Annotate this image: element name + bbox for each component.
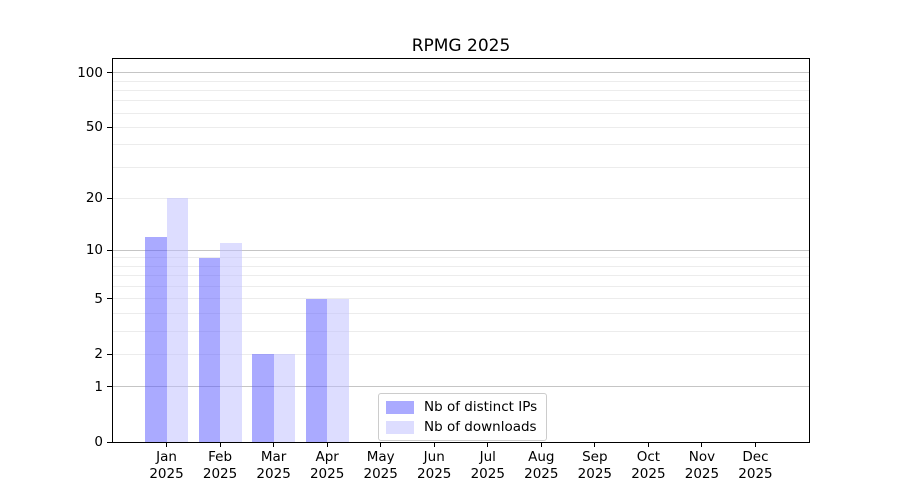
legend-row: Nb of distinct IPs <box>386 398 537 416</box>
y-tick-mark <box>107 298 112 300</box>
gridline-major <box>113 249 809 251</box>
x-tick-label: Mar 2025 <box>256 449 291 482</box>
bar-downloads <box>166 198 189 442</box>
y-tick-mark <box>107 72 112 74</box>
x-tick-mark <box>326 443 328 447</box>
bar-distinct-ips <box>198 257 221 442</box>
x-tick-label: Nov 2025 <box>684 449 720 482</box>
legend-label: Nb of downloads <box>424 419 537 435</box>
plot-area <box>112 58 810 443</box>
y-tick-mark <box>107 386 112 388</box>
y-tick-label: 20 <box>85 190 103 207</box>
gridline-minor <box>113 312 809 314</box>
legend-label: Nb of distinct IPs <box>424 399 538 415</box>
gridline-minor <box>113 285 809 287</box>
bar-downloads <box>273 354 296 442</box>
gridline-minor <box>113 298 809 300</box>
gridline-minor <box>113 100 809 102</box>
gridline-minor <box>113 197 809 199</box>
gridline-minor <box>113 144 809 146</box>
x-tick-label: Feb 2025 <box>202 449 238 482</box>
x-tick-mark <box>433 443 435 447</box>
gridline-minor <box>113 265 809 267</box>
x-tick-mark <box>754 443 756 447</box>
x-tick-label: Jul 2025 <box>470 449 505 482</box>
bar-downloads <box>327 298 349 442</box>
x-tick-mark <box>647 443 649 447</box>
y-tick-label: 10 <box>85 242 103 259</box>
y-tick-label: 1 <box>94 378 103 395</box>
gridline-minor <box>113 80 809 82</box>
gridline-minor <box>113 126 809 128</box>
gridline-minor <box>113 166 809 168</box>
x-tick-label: Aug 2025 <box>524 449 559 482</box>
gridline-major <box>113 386 809 388</box>
x-tick-mark <box>273 443 275 447</box>
gridline-minor <box>113 275 809 277</box>
gridline-minor <box>113 257 809 259</box>
y-tick-mark <box>107 126 112 128</box>
x-tick-label: Apr 2025 <box>309 449 345 482</box>
x-tick-label: May 2025 <box>363 449 398 482</box>
bar-distinct-ips <box>145 236 167 442</box>
legend: Nb of distinct IPs Nb of downloads <box>378 393 548 441</box>
x-tick-mark <box>594 443 596 447</box>
x-tick-label: Oct 2025 <box>631 449 666 482</box>
y-tick-label: 2 <box>94 346 103 363</box>
gridline-major <box>113 72 809 74</box>
x-tick-mark <box>219 443 221 447</box>
x-tick-mark <box>380 443 382 447</box>
y-tick-label: 50 <box>85 119 103 136</box>
chart-title: RPMG 2025 <box>411 36 511 56</box>
y-tick-mark <box>107 353 112 355</box>
y-tick-mark <box>107 197 112 199</box>
bar-distinct-ips <box>305 298 328 442</box>
x-tick-label: Jun 2025 <box>417 449 452 482</box>
x-tick-mark <box>487 443 489 447</box>
x-tick-mark <box>701 443 703 447</box>
x-tick-label: Jan 2025 <box>149 449 184 482</box>
x-tick-label: Dec 2025 <box>738 449 773 482</box>
x-tick-mark <box>540 443 542 447</box>
y-tick-label: 100 <box>77 64 103 81</box>
legend-row: Nb of downloads <box>386 418 537 436</box>
legend-swatch-downloads <box>386 420 414 434</box>
gridline-minor <box>113 353 809 355</box>
gridline-minor <box>113 89 809 91</box>
y-tick-label: 5 <box>94 290 103 307</box>
gridline-minor <box>113 330 809 332</box>
x-tick-label: Sep 2025 <box>577 449 613 482</box>
gridline-minor <box>113 112 809 114</box>
y-tick-mark <box>107 441 112 443</box>
x-tick-mark <box>166 443 168 447</box>
y-tick-mark <box>107 249 112 251</box>
y-tick-label: 0 <box>94 434 103 450</box>
legend-swatch-distinct-ips <box>386 400 414 414</box>
bar-downloads <box>220 243 242 442</box>
bar-distinct-ips <box>252 354 274 442</box>
